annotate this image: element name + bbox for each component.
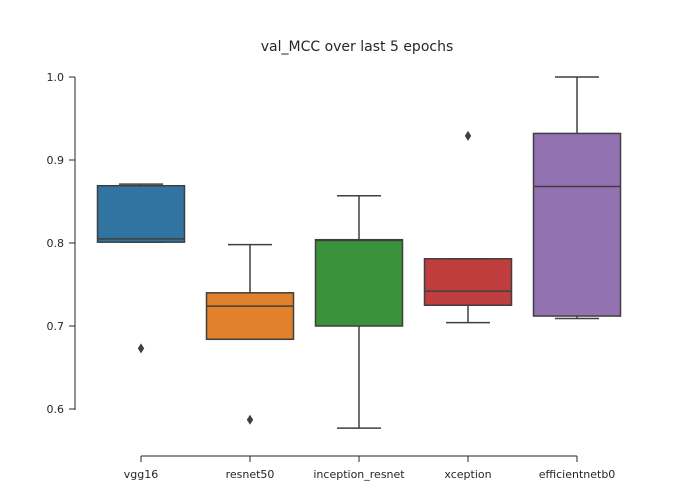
y-tick-label: 0.6 xyxy=(47,403,65,416)
box-iqr xyxy=(205,292,295,341)
chart-title: val_MCC over last 5 epochs xyxy=(261,39,454,55)
boxes xyxy=(96,76,622,429)
box-iqr xyxy=(96,184,186,243)
outlier-point xyxy=(137,343,145,354)
box-efficientnetb0 xyxy=(532,76,622,320)
x-tick-label: vgg16 xyxy=(124,468,158,481)
x-ticks: vgg16 resnet50 inception_resnet xception eff… xyxy=(124,456,616,481)
box-inception_resnet xyxy=(314,194,404,429)
box-vgg16 xyxy=(96,183,186,354)
box-iqr xyxy=(423,258,513,306)
y-ticks: 0.6 0.7 0.8 0.9 1.0 xyxy=(47,71,75,416)
x-tick-label: resnet50 xyxy=(226,468,275,481)
x-tick-label: efficientnetb0 xyxy=(539,468,616,481)
y-tick-label: 0.7 xyxy=(47,320,65,333)
box-iqr xyxy=(532,132,622,317)
box-xception xyxy=(423,130,513,324)
outlier-point xyxy=(464,130,472,141)
x-tick-label: inception_resnet xyxy=(313,468,405,481)
box-resnet50 xyxy=(205,243,295,425)
y-tick-label: 0.9 xyxy=(47,154,65,167)
y-tick-label: 0.8 xyxy=(47,237,65,250)
x-tick-label: xception xyxy=(444,468,491,481)
box-iqr xyxy=(314,238,404,327)
y-tick-label: 1.0 xyxy=(47,71,65,84)
outlier-point xyxy=(246,414,254,425)
